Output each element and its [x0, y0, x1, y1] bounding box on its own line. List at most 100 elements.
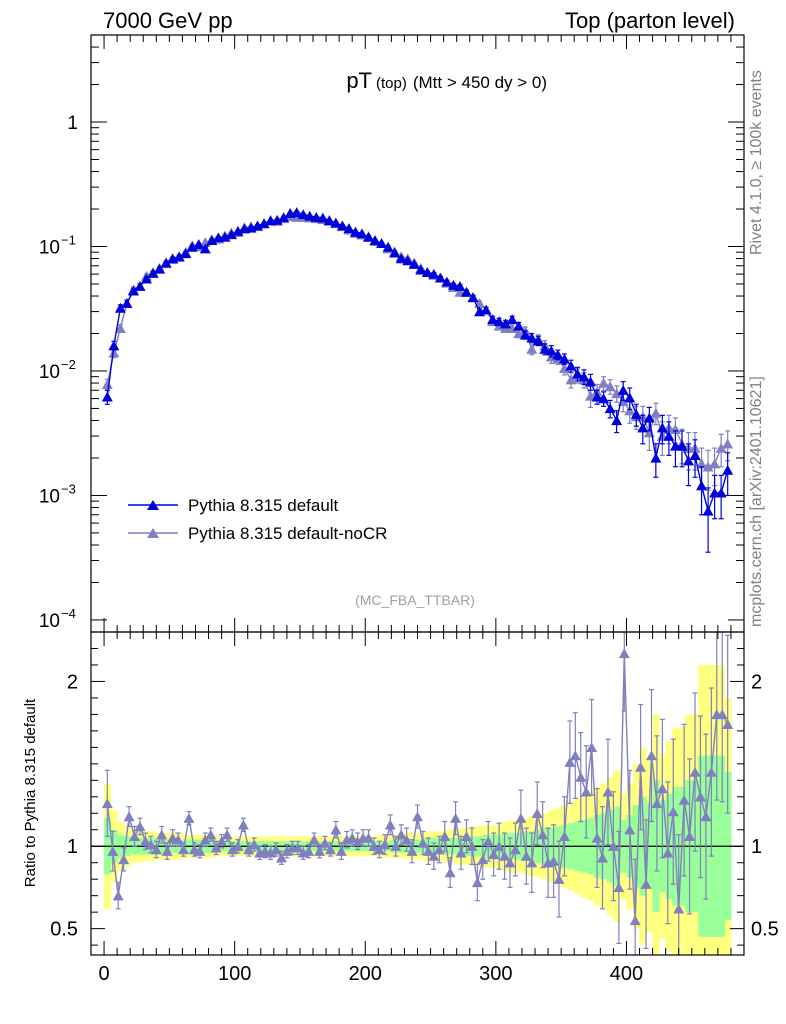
series-default-point — [591, 391, 603, 402]
ratio-y-tick-label: 1 — [67, 836, 78, 858]
main-y-tick-exponent: −3 — [61, 481, 76, 496]
series-nocr-point — [101, 379, 113, 390]
ratio-y-tick-label-right: 1 — [751, 836, 762, 858]
main-y-tick-label: 10 — [39, 486, 60, 507]
series-nocr-point — [611, 388, 623, 399]
series-nocr-point — [624, 405, 636, 416]
ratio-series-point — [216, 836, 228, 846]
series-default-point — [637, 422, 649, 433]
series-default-point — [317, 212, 329, 223]
series-default-point — [278, 212, 290, 223]
series-default-point — [108, 340, 120, 351]
ratio-y-tick-label-right: 2 — [751, 671, 762, 693]
legend-item-nocr: Pythia 8.315 default-noCR — [128, 524, 387, 543]
series-default-point — [193, 239, 205, 250]
series-default-point — [206, 235, 218, 246]
main-y-tick-label: 1 — [67, 113, 78, 134]
series-default-point — [304, 210, 316, 221]
ratio-series-point — [150, 844, 162, 855]
main-y-tick-exponent: −4 — [61, 606, 76, 621]
series-nocr-point — [604, 381, 616, 392]
series-default-point — [539, 343, 551, 354]
ratio-series-point — [101, 798, 113, 809]
main-panel: 10 −410 −310 −210 −11 pT (top) (Mtt > 450 dy… — [39, 34, 745, 633]
ratio-series-point — [281, 845, 293, 856]
ratio-series-point — [194, 845, 206, 856]
series-default-point — [447, 279, 459, 290]
series-default-point — [127, 285, 139, 296]
series-nocr-point — [513, 328, 525, 339]
series-default-point — [558, 353, 570, 364]
ratio-series-point — [118, 854, 130, 865]
ratio-series-point — [444, 867, 456, 878]
series-default-point — [617, 385, 629, 395]
legend-label-default: Pythia 8.315 default — [188, 496, 339, 515]
ratio-series-point — [645, 750, 657, 761]
series-default-point — [676, 440, 688, 451]
ratio-series-point — [134, 821, 146, 832]
ratio-series-point — [684, 831, 696, 842]
series-default-point — [330, 217, 342, 228]
ratio-panel: 0 100 200 300 400 0.5 0.5 1 1 2 2 Ratio to Pythia … — [22, 631, 779, 985]
ratio-series-point — [145, 839, 157, 850]
series-nocr-point — [558, 363, 570, 374]
series-nocr-point — [709, 458, 721, 469]
ratio-series-point — [292, 842, 304, 853]
ratio-series-point — [635, 761, 647, 772]
ratio-series-point — [428, 850, 440, 861]
series-default-point — [460, 286, 472, 297]
ratio-series-point — [401, 834, 413, 845]
ratio-series-point — [324, 844, 336, 855]
x-tick-label: 200 — [349, 963, 382, 985]
series-default-point — [689, 450, 701, 461]
legend-item-default: Pythia 8.315 default — [128, 496, 339, 515]
ratio-series-point — [248, 839, 260, 850]
series-default-point — [696, 480, 708, 491]
ratio-series-point — [368, 841, 380, 851]
ratio-series-point — [477, 854, 489, 865]
ratio-series-point — [575, 771, 587, 782]
ratio-series-point — [482, 836, 494, 846]
ratio-series-point — [569, 750, 581, 761]
ratio-series-point — [656, 783, 668, 794]
series-nocr-point — [526, 343, 538, 354]
series-default-point — [134, 280, 146, 291]
series-default-point — [467, 292, 479, 303]
series-default-point — [650, 452, 662, 463]
series-default-point — [343, 223, 355, 233]
ratio-series-point — [558, 831, 570, 842]
series-default-point — [434, 272, 446, 283]
series-default-point — [519, 329, 531, 340]
series-nocr-point — [585, 390, 597, 401]
ratio-series-point — [123, 811, 135, 822]
ratio-series-point — [722, 719, 734, 729]
series-nocr-point — [108, 347, 120, 358]
series-default-point — [349, 226, 361, 237]
series-default-point — [421, 267, 433, 278]
ratio-series-point — [580, 786, 592, 797]
ratio-series-point — [352, 836, 364, 846]
ratio-series-point — [515, 812, 527, 823]
ratio-series-point — [308, 834, 320, 845]
series-default-point — [180, 248, 192, 259]
series-default-point — [186, 241, 198, 252]
x-tick-label: 0 — [98, 963, 109, 985]
ratio-series-point — [232, 841, 244, 851]
series-default-point — [415, 264, 427, 275]
ratio-series-point — [112, 890, 124, 901]
series-default-point — [376, 238, 388, 249]
ratio-series-point — [678, 794, 690, 805]
ratio-series-point — [548, 855, 560, 866]
ratio-series-point — [395, 829, 407, 840]
series-default-point — [291, 207, 303, 218]
series-nocr-point — [696, 458, 708, 469]
ratio-series-point — [335, 845, 347, 856]
series-default-point — [722, 464, 734, 475]
series-default-point — [578, 371, 590, 382]
ratio-series-point — [303, 845, 315, 856]
ratio-series-point — [694, 791, 706, 802]
ratio-series-point — [553, 873, 565, 884]
ratio-series-point — [139, 836, 151, 846]
x-tick-label: 300 — [479, 963, 512, 985]
